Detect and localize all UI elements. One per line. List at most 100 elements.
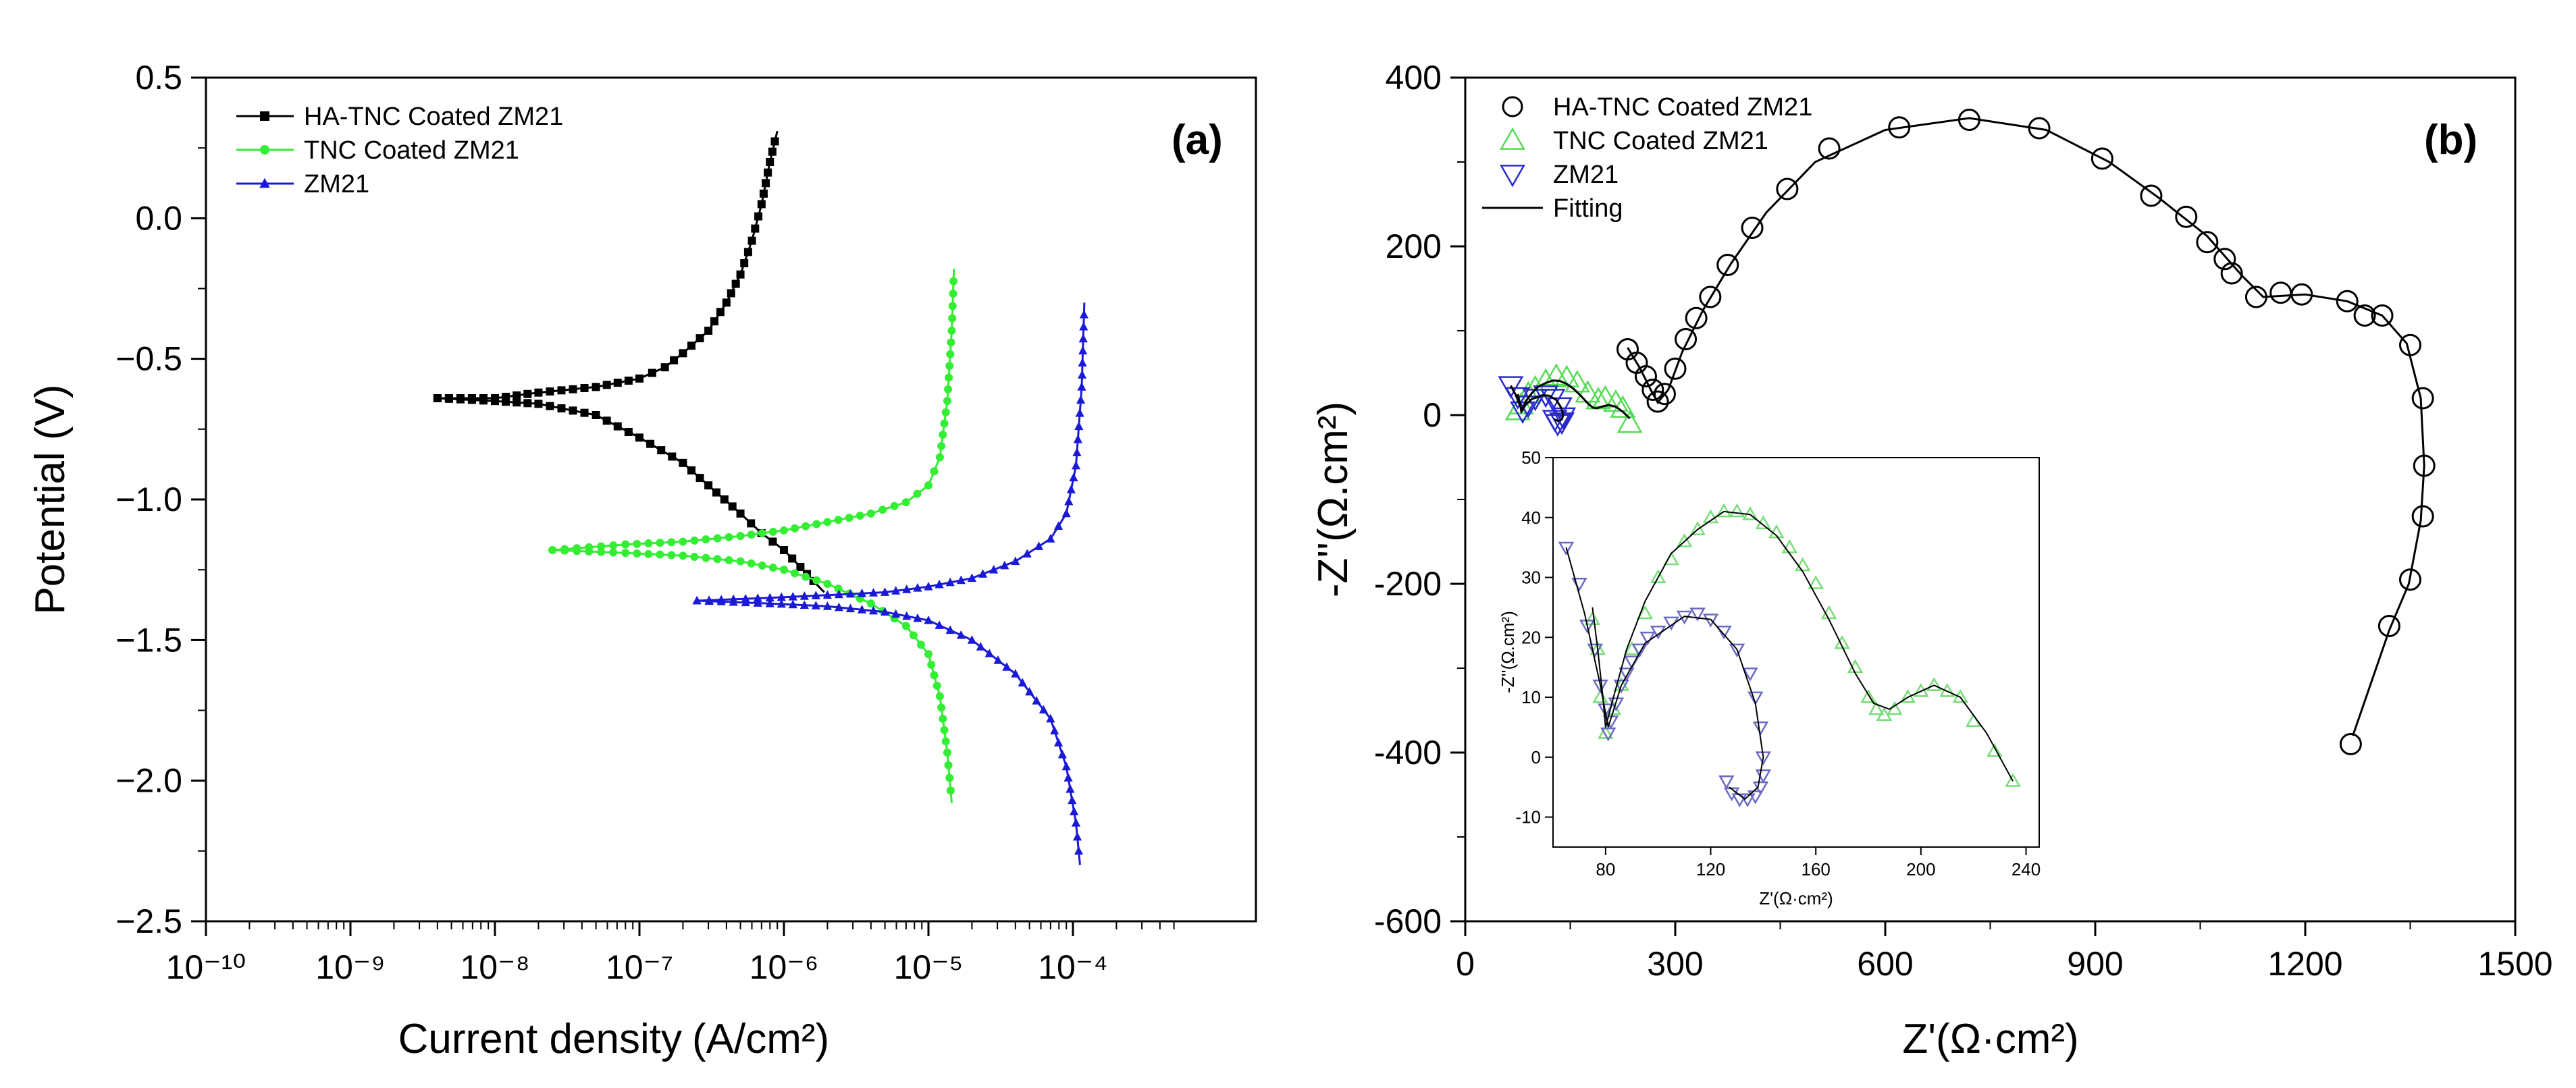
data-point — [687, 342, 695, 350]
data-point — [930, 467, 939, 476]
data-point — [491, 397, 499, 406]
data-point — [868, 588, 878, 597]
legend-marker — [260, 145, 269, 155]
data-point — [945, 373, 953, 382]
data-point — [949, 277, 958, 285]
data-point — [801, 522, 810, 531]
data-point — [902, 611, 912, 620]
inset-data-point — [1689, 607, 1706, 622]
data-point — [758, 529, 766, 537]
inset-fitting-line — [1592, 510, 2014, 782]
data-point — [534, 400, 543, 408]
data-point — [949, 290, 957, 298]
data-point — [856, 511, 864, 520]
data-point — [712, 488, 720, 497]
data-point — [743, 248, 752, 256]
data-point — [695, 334, 704, 343]
data-point — [956, 575, 966, 584]
data-point — [1032, 696, 1041, 705]
inset-y-tick-label: 20 — [1521, 627, 1541, 647]
series-1 — [1504, 363, 1643, 433]
data-point — [702, 535, 710, 544]
data-point — [523, 389, 532, 398]
data-point — [890, 501, 899, 510]
data-point — [633, 549, 641, 557]
inset-x-tick-label: 160 — [1801, 859, 1830, 879]
legend-marker — [1500, 165, 1525, 188]
data-point — [679, 349, 687, 358]
inset-data-point — [1558, 541, 1575, 556]
data-point — [702, 553, 710, 562]
panel-b-y-axis-title: -Z''(Ω.cm²) — [1310, 402, 1357, 597]
data-point — [679, 537, 687, 546]
data-point — [456, 395, 465, 404]
data-point — [967, 635, 977, 644]
data-point — [704, 596, 714, 605]
data-point — [822, 601, 833, 610]
panel-b-label: (b) — [2424, 117, 2477, 163]
data-point — [740, 259, 749, 267]
data-point — [1022, 549, 1032, 557]
data-point — [943, 397, 951, 406]
data-point — [1072, 832, 1082, 841]
data-point — [1646, 390, 1669, 413]
fitting-line — [1627, 117, 2425, 736]
data-point — [668, 452, 677, 461]
data-point — [1575, 380, 1601, 403]
inset-data-point — [1752, 722, 1769, 736]
data-point — [1741, 217, 1764, 239]
data-point — [788, 591, 797, 601]
data-point — [720, 495, 729, 504]
data-point — [716, 308, 725, 317]
data-point — [796, 563, 805, 571]
data-point — [2353, 304, 2376, 327]
data-point — [811, 591, 820, 599]
data-point — [891, 609, 901, 618]
data-point — [690, 553, 699, 561]
data-point — [725, 533, 733, 541]
data-point — [635, 374, 643, 383]
inset-series-2 — [1592, 510, 2014, 782]
legend-marker — [260, 111, 269, 121]
data-point — [924, 650, 932, 659]
data-point — [978, 569, 988, 578]
data-point — [891, 586, 901, 595]
data-point — [2411, 387, 2434, 410]
data-point — [728, 502, 737, 511]
data-point — [736, 270, 745, 279]
data-point — [621, 549, 630, 557]
data-point — [716, 597, 726, 605]
inset-data-point — [2005, 773, 2021, 787]
data-point — [1071, 460, 1081, 470]
y-tick-label: 400 — [1386, 59, 1442, 97]
series-line — [437, 397, 825, 593]
data-point — [667, 551, 676, 560]
data-point — [667, 538, 676, 547]
data-point — [777, 599, 786, 608]
panel-a-x-axis-unit: (A/cm²) — [692, 1016, 829, 1062]
y-tick-label: -600 — [1374, 902, 1442, 940]
data-point — [976, 642, 985, 651]
data-point — [736, 532, 745, 541]
y-tick-label: −1.5 — [115, 621, 182, 659]
inset-data-point — [1987, 742, 2003, 757]
data-point — [940, 419, 949, 428]
data-point — [523, 399, 532, 408]
data-point — [2411, 505, 2434, 528]
data-point — [479, 396, 488, 405]
data-point — [901, 498, 910, 507]
data-point — [597, 542, 606, 551]
data-point — [765, 593, 774, 602]
data-point — [2377, 615, 2400, 637]
legend-entry: TNC Coated ZM21 — [304, 136, 519, 165]
series-line — [552, 549, 953, 804]
inset-data-point — [1598, 703, 1614, 717]
data-point — [937, 703, 946, 712]
data-point — [753, 598, 762, 607]
data-point — [947, 327, 956, 335]
data-point — [548, 546, 557, 554]
data-point — [909, 631, 918, 640]
data-point — [592, 411, 600, 419]
x-tick-label: 900 — [2067, 945, 2123, 983]
data-point — [646, 439, 655, 448]
